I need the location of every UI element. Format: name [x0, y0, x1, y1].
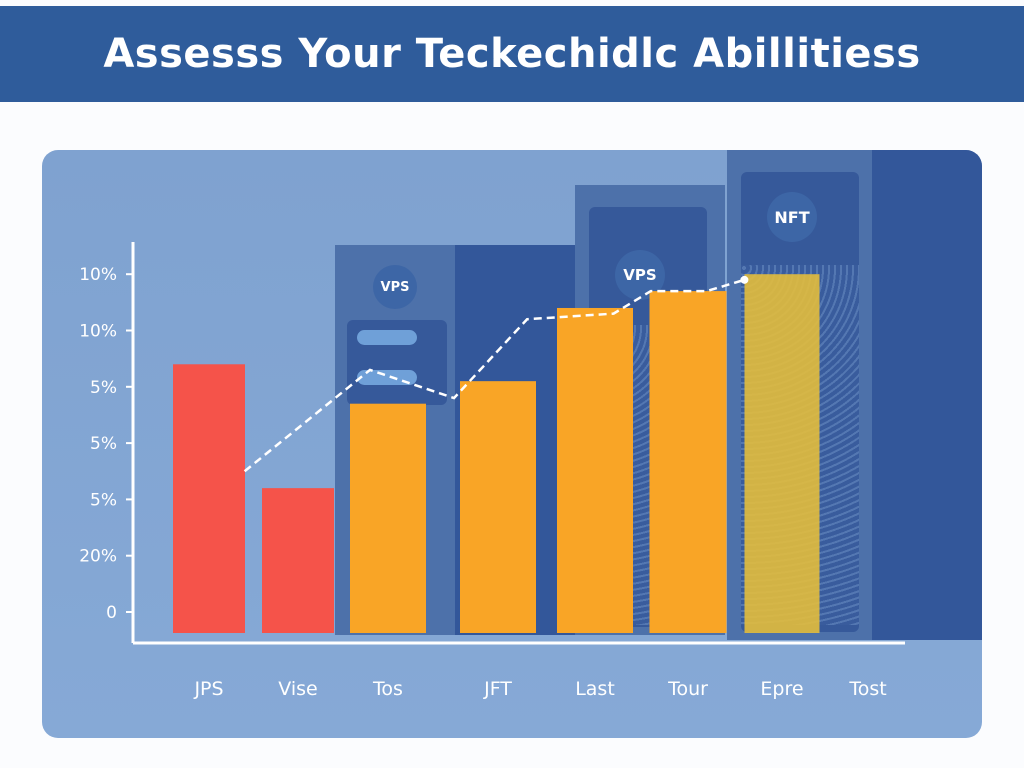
bar-vise [262, 488, 334, 633]
x-tick-label: Vise [278, 678, 317, 700]
y-tick-label: 5% [90, 378, 117, 398]
bar-tour [649, 291, 727, 633]
bar-jps [173, 364, 245, 633]
y-tick-label: 0 [106, 603, 117, 623]
y-tick-label: 10% [79, 322, 117, 342]
y-tick-label: 20% [79, 547, 117, 567]
trend-line [243, 278, 745, 473]
y-tick-label: 5% [90, 434, 117, 454]
y-tick-label: 5% [90, 490, 117, 510]
x-tick-label: JPS [193, 678, 223, 700]
x-tick-label: Tost [848, 678, 886, 700]
x-tick-label: JFT [483, 678, 512, 700]
x-tick-label: Epre [760, 678, 803, 700]
x-tick-label: Last [575, 678, 615, 700]
chart-title: Assesss Your Teckechidlc Abillitiess [103, 31, 921, 77]
y-tick-label: 10% [79, 265, 117, 285]
bar-jft [460, 381, 536, 633]
bar-last [557, 307, 633, 633]
bar-epre [744, 274, 820, 633]
x-tick-label: Tos [372, 678, 403, 700]
x-tick-label: Tour [667, 678, 708, 700]
title-bar: Assesss Your Teckechidlc Abillitiess [0, 6, 1024, 102]
server-badge: VPS [373, 265, 417, 309]
trend-end-point [740, 275, 749, 284]
bar-tos [350, 403, 426, 633]
server-badge: NFT [767, 192, 817, 242]
